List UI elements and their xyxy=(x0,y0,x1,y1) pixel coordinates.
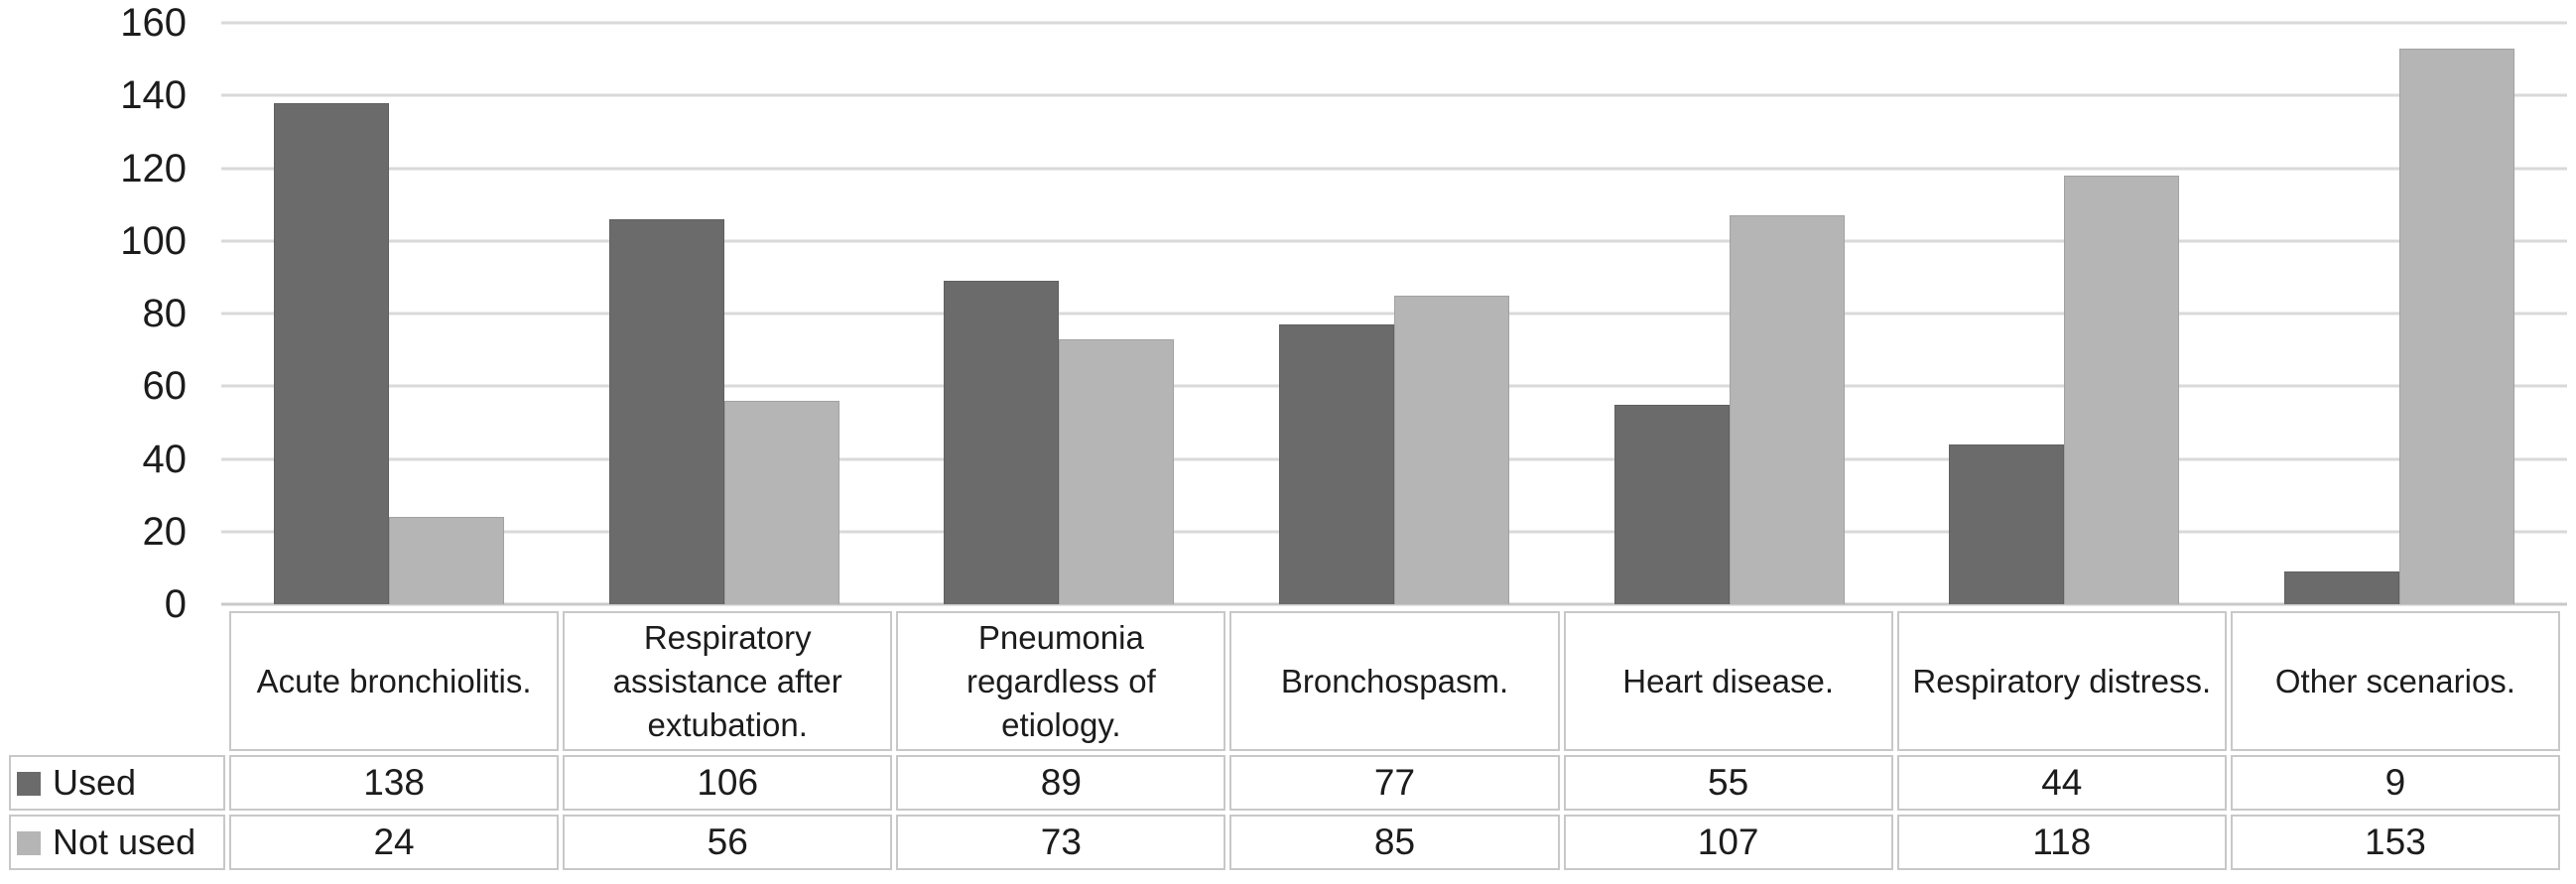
y-axis: 0 20 40 60 80 100 120 140 160 xyxy=(0,3,188,624)
value-used-cat7: 9 xyxy=(2230,755,2560,811)
value-used-cat1: 138 xyxy=(229,755,560,811)
gridline-y-140 xyxy=(221,93,2567,97)
y-tick-label-40: 40 xyxy=(142,437,188,481)
y-tick-label-20: 20 xyxy=(142,509,188,554)
category-header-7: Other scenarios. xyxy=(2230,611,2560,751)
y-tick-label-140: 140 xyxy=(120,73,187,118)
value-not-used-cat6: 118 xyxy=(1896,815,2227,870)
gridline-y-160 xyxy=(221,21,2567,25)
bar-not-used-cat3 xyxy=(1059,338,1175,604)
y-tick-label-160: 160 xyxy=(120,1,187,45)
bar-not-used-cat7 xyxy=(2399,48,2515,604)
legend-color-swatch-icon xyxy=(17,831,41,855)
y-tick-label-60: 60 xyxy=(142,364,188,409)
gridline-y-120 xyxy=(221,167,2567,170)
bar-used-cat5 xyxy=(1613,404,1730,604)
bar-not-used-cat6 xyxy=(2064,175,2180,604)
legend-cell-used: Used xyxy=(9,755,225,811)
table-row-not-used: Not used 24 56 73 85 107 118 153 xyxy=(9,815,2560,870)
category-header-4: Bronchospasm. xyxy=(1229,611,1560,751)
plot-area xyxy=(221,21,2567,606)
value-not-used-cat7: 153 xyxy=(2230,815,2560,870)
bar-used-cat3 xyxy=(944,281,1060,604)
value-not-used-cat1: 24 xyxy=(229,815,560,870)
y-tick-label-100: 100 xyxy=(120,218,187,263)
table-corner-blank xyxy=(9,611,225,751)
bar-used-cat7 xyxy=(2284,571,2400,604)
y-tick-label-80: 80 xyxy=(142,292,188,335)
category-header-2: Respiratory assistance after extubation. xyxy=(563,611,893,751)
value-used-cat2: 106 xyxy=(563,755,893,811)
bar-used-cat2 xyxy=(608,218,724,604)
y-tick-label-0: 0 xyxy=(164,582,187,626)
value-not-used-cat3: 73 xyxy=(896,815,1226,870)
value-not-used-cat4: 85 xyxy=(1229,815,1560,870)
legend-cell-not-used: Not used xyxy=(9,815,225,870)
category-header-6: Respiratory distress. xyxy=(1896,611,2227,751)
category-header-1: Acute bronchiolitis. xyxy=(229,611,560,751)
gridline-y-100 xyxy=(221,239,2567,243)
bar-not-used-cat4 xyxy=(1394,295,1509,604)
value-not-used-cat5: 107 xyxy=(1563,815,1893,870)
value-used-cat3: 89 xyxy=(896,755,1226,811)
table-header-row: Acute bronchiolitis. Respiratory assistan… xyxy=(9,611,2560,751)
value-used-cat4: 77 xyxy=(1229,755,1560,811)
value-used-cat6: 44 xyxy=(1896,755,2227,811)
bar-not-used-cat5 xyxy=(1729,215,1845,604)
bar-used-cat1 xyxy=(273,102,389,604)
category-header-5: Heart disease. xyxy=(1563,611,1893,751)
bar-used-cat4 xyxy=(1279,324,1394,604)
chart-data-table: Acute bronchiolitis. Respiratory assistan… xyxy=(5,607,2564,874)
gridline-y-0 xyxy=(221,602,2567,606)
table-row-used: Used 138 106 89 77 55 44 9 xyxy=(9,755,2560,811)
category-header-3: Pneumonia regardless of etiology. xyxy=(896,611,1226,751)
bar-used-cat6 xyxy=(1949,443,2065,604)
legend-color-swatch-icon xyxy=(17,772,41,796)
y-tick-label-120: 120 xyxy=(120,146,187,190)
bar-not-used-cat1 xyxy=(388,517,504,604)
value-used-cat5: 55 xyxy=(1563,755,1893,811)
bar-not-used-cat2 xyxy=(723,400,839,604)
value-not-used-cat2: 56 xyxy=(563,815,893,870)
